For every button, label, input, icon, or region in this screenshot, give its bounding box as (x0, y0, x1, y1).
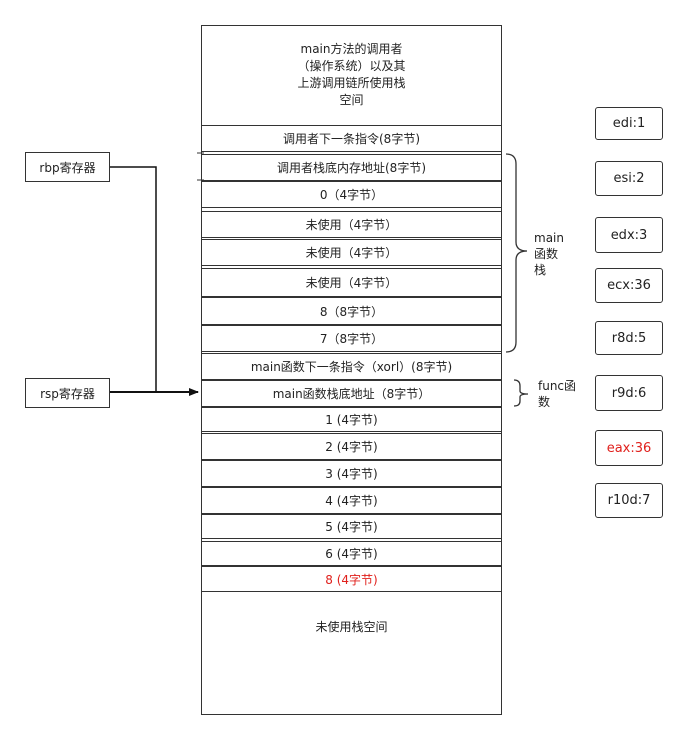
stack-row-label: 2 (4字节) (325, 440, 378, 454)
register-eax-label: eax:36 (606, 440, 652, 456)
stack-row: 未使用（4字节） (201, 211, 502, 238)
stack-row-label: 8（8字节） (319, 304, 384, 319)
main-stack-brace (505, 153, 528, 353)
stack-row: 2 (4字节) (201, 433, 502, 460)
stack-row-label: 5 (4字节) (325, 520, 378, 534)
register-r8d-label: r8d:5 (611, 330, 647, 346)
unused-stack-space: 未使用栈空间 (201, 592, 502, 715)
register-edi: edi:1 (595, 107, 663, 140)
stack-row: 调用者栈底内存地址(8字节) (201, 154, 502, 181)
register-edx: edx:3 (595, 217, 663, 253)
stack-row: 调用者下一条指令(8字节) (201, 125, 502, 152)
stack-row: main函数栈底地址（8字节） (201, 380, 502, 407)
rsp-register-label: rsp寄存器 (25, 378, 110, 408)
stack-row: 0（4字节） (201, 181, 502, 208)
stack-row: 未使用（4字节） (201, 268, 502, 297)
func-stack-brace (513, 379, 529, 407)
register-eax: eax:36 (595, 430, 663, 466)
stack-row: 1 (4字节) (201, 407, 502, 432)
stack-row-label: 未使用（4字节） (305, 218, 398, 232)
rbp-register-text: rbp寄存器 (39, 160, 96, 175)
stack-row-label: 6 (4字节) (325, 547, 378, 561)
unused-stack-space-label: 未使用栈空间 (315, 620, 388, 634)
stack-row-label: main函数栈底地址（8字节） (272, 387, 431, 401)
stack-row-label: 8 (4字节) (325, 572, 378, 587)
register-esi: esi:2 (595, 161, 663, 196)
register-r8d: r8d:5 (595, 321, 663, 355)
stack-row-label: 7（8字节） (319, 332, 384, 346)
func-stack-label: func函 数 (538, 379, 577, 409)
stack-row: 6 (4字节) (201, 541, 502, 566)
stack-row: 3 (4字节) (201, 460, 502, 487)
stack-row: 5 (4字节) (201, 514, 502, 539)
stack-row-label: 调用者栈底内存地址(8字节) (277, 161, 426, 175)
stack-row-label: 4 (4字节) (325, 494, 378, 508)
stack-row-label: 0（4字节） (319, 188, 384, 202)
stack-row-label: 未使用（4字节） (305, 276, 398, 290)
caller-stack-space-label: main方法的调用者 （操作系统）以及其 上游调用链所使用栈 空间 (297, 41, 406, 107)
register-edx-label: edx:3 (610, 227, 648, 243)
main-stack-label: main 函数 栈 (534, 231, 564, 277)
stack-row: 4 (4字节) (201, 487, 502, 514)
stack-row-label: main函数下一条指令（xorl）(8字节) (250, 360, 453, 374)
register-ecx-label: ecx:36 (607, 278, 651, 293)
rbp-register-label: rbp寄存器 (25, 152, 110, 182)
stack-row: 8 (4字节) (201, 566, 502, 592)
rbp-pointer-line (110, 166, 198, 393)
stack-row-label: 1 (4字节) (325, 413, 378, 427)
stack-row: main函数下一条指令（xorl）(8字节) (201, 353, 502, 380)
stack-row: 未使用（4字节） (201, 239, 502, 266)
stack-row-label: 未使用（4字节） (305, 246, 398, 260)
rsp-register-text: rsp寄存器 (40, 386, 95, 401)
caller-stack-space-cell: main方法的调用者 （操作系统）以及其 上游调用链所使用栈 空间 (201, 25, 502, 123)
register-r10d: r10d:7 (595, 483, 663, 518)
register-r10d-label: r10d:7 (607, 493, 651, 508)
register-edi-label: edi:1 (612, 116, 646, 131)
register-esi-label: esi:2 (613, 171, 645, 186)
register-r9d-label: r9d:6 (611, 385, 647, 401)
stack-row-label: 调用者下一条指令(8字节) (283, 132, 420, 146)
stack-row: 7（8字节） (201, 325, 502, 352)
register-r9d: r9d:6 (595, 375, 663, 411)
stack-row-label: 3 (4字节) (325, 467, 378, 481)
stack-row: 8（8字节） (201, 297, 502, 325)
register-ecx: ecx:36 (595, 268, 663, 303)
